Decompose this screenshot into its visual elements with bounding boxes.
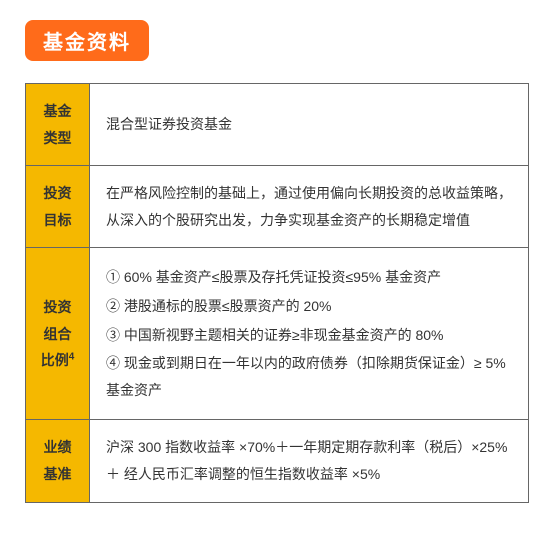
table-row: 投资目标 在严格风险控制的基础上，通过使用偏向长期投资的总收益策略，从深入的个股… xyxy=(26,166,529,248)
content-objective: 在严格风险控制的基础上，通过使用偏向长期投资的总收益策略，从深入的个股研究出发，… xyxy=(90,166,529,248)
label-objective: 投资目标 xyxy=(26,166,90,248)
label-benchmark: 业绩基准 xyxy=(26,420,90,502)
content-ratio: ① 60% 基金资产≤股票及存托凭证投资≤95% 基金资产 ② 港股通标的股票≤… xyxy=(90,248,529,420)
fund-info-table: 基金类型 混合型证券投资基金 投资目标 在严格风险控制的基础上，通过使用偏向长期… xyxy=(25,83,529,503)
section-title: 基金资料 xyxy=(25,20,149,61)
ratio-list: ① 60% 基金资产≤股票及存托凭证投资≤95% 基金资产 ② 港股通标的股票≤… xyxy=(106,264,512,403)
list-item: ③ 中国新视野主题相关的证券≥非现金基金资产的 80% xyxy=(106,322,512,349)
table-row: 基金类型 混合型证券投资基金 xyxy=(26,84,529,166)
content-benchmark: 沪深 300 指数收益率 ×70%＋一年期定期存款利率（税后）×25%＋ 经人民… xyxy=(90,420,529,502)
label-ratio: 投资组合比例4 xyxy=(26,248,90,420)
table-row: 投资组合比例4 ① 60% 基金资产≤股票及存托凭证投资≤95% 基金资产 ② … xyxy=(26,248,529,420)
content-fund-type: 混合型证券投资基金 xyxy=(90,84,529,166)
list-item: ② 港股通标的股票≤股票资产的 20% xyxy=(106,293,512,320)
label-fund-type: 基金类型 xyxy=(26,84,90,166)
list-item: ④ 现金或到期日在一年以内的政府债券（扣除期货保证金）≥ 5% 基金资产 xyxy=(106,350,512,403)
table-row: 业绩基准 沪深 300 指数收益率 ×70%＋一年期定期存款利率（税后）×25%… xyxy=(26,420,529,502)
list-item: ① 60% 基金资产≤股票及存托凭证投资≤95% 基金资产 xyxy=(106,264,512,291)
